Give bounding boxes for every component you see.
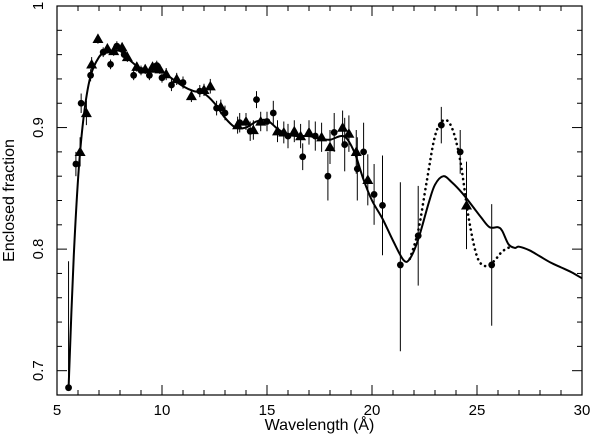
y-tick-label: 0.7 (30, 360, 47, 381)
data-point-circle (341, 141, 349, 148)
data-point-triangle (255, 115, 267, 126)
data-point-circle (437, 121, 445, 129)
data-point-circle (324, 172, 332, 180)
data-point-triangle (86, 58, 98, 69)
data-point-triangle (198, 84, 210, 95)
data-point-triangle (160, 68, 172, 79)
data-point-triangle (116, 41, 128, 52)
data-point-triangle (232, 119, 244, 130)
data-point-triangle (147, 61, 159, 71)
data-point-triangle (80, 107, 92, 118)
data-point-circle (146, 71, 153, 79)
data-point-circle (488, 261, 496, 269)
data-point-circle (65, 384, 72, 392)
data-point-triangle (171, 73, 183, 84)
model-curve-solid (67, 49, 583, 389)
x-axis-label: Wavelength (Å) (265, 415, 375, 434)
data-point-circle (263, 118, 271, 125)
data-point-circle (113, 42, 121, 50)
data-point-circle (87, 71, 94, 79)
data-point-triangle (240, 115, 252, 126)
x-tick-label: 5 (53, 402, 61, 419)
data-point-circle (269, 109, 277, 117)
data-point-circle (414, 232, 422, 240)
data-point-triangle (121, 51, 133, 62)
data-point-circle (353, 165, 361, 173)
y-axis-label: Enclosed fraction (1, 139, 18, 262)
data-point-circle (168, 81, 175, 89)
model-curve-dotted (408, 118, 512, 268)
x-tick-label: 25 (469, 402, 486, 419)
data-point-triangle (154, 63, 166, 74)
model-curves (67, 49, 583, 389)
data-point-circle (396, 261, 404, 269)
data-point-triangle (278, 126, 290, 137)
data-point-triangle (215, 101, 227, 112)
data-point-triangle (101, 43, 113, 53)
data-point-circle (379, 201, 386, 209)
x-tick-label: 15 (259, 402, 276, 419)
error-bars (68, 33, 493, 391)
data-point-triangle (204, 80, 216, 91)
data-point-triangle (108, 45, 120, 56)
y-tick-label: 0.9 (30, 117, 47, 138)
x-tick-label: 20 (364, 402, 381, 419)
data-point-circle (77, 99, 85, 107)
data-point-triangle (324, 141, 336, 152)
x-tick-label: 30 (574, 402, 591, 419)
data-point-circle (221, 109, 229, 117)
data-point-triangle (185, 90, 197, 101)
data-point-triangle (343, 128, 355, 138)
data-point-circle (130, 71, 138, 79)
data-markers (65, 33, 496, 392)
data-point-triangle (362, 174, 374, 184)
data-point-circle (456, 148, 464, 156)
data-point-circle (370, 191, 378, 198)
data-point-circle (253, 96, 260, 104)
data-point-triangle (316, 131, 328, 142)
data-point-triangle (350, 146, 362, 156)
data-point-triangle (131, 61, 143, 71)
x-tick-label: 10 (154, 402, 171, 419)
data-point-circle (179, 79, 187, 86)
data-point-triangle (461, 199, 472, 210)
y-tick-label: 1 (30, 2, 47, 10)
data-point-triangle (288, 125, 300, 136)
tick-labels: 5 10 15 20 25 30 0.7 0.8 0.9 1 (30, 2, 590, 419)
data-point-circle (72, 160, 80, 168)
axis-ticks (56, 5, 583, 396)
data-point-triangle (303, 126, 315, 137)
data-point-circle (330, 129, 338, 136)
data-point-triangle (272, 125, 283, 136)
data-point-triangle (139, 63, 151, 74)
data-point-triangle (295, 130, 307, 141)
data-point-triangle (74, 146, 86, 156)
data-point-circle (299, 153, 307, 161)
data-point-circle (360, 148, 367, 156)
data-point-circle (311, 132, 319, 140)
data-point-triangle (247, 124, 259, 135)
data-point-triangle (337, 122, 349, 132)
data-point-circle (107, 60, 114, 68)
y-tick-label: 0.8 (30, 239, 47, 260)
data-point-triangle (92, 33, 104, 43)
